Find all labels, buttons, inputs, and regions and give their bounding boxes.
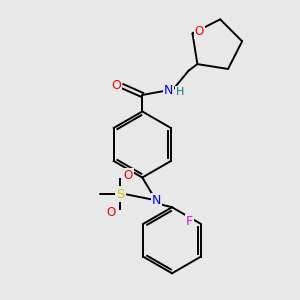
Text: O: O: [111, 79, 121, 92]
Text: F: F: [186, 215, 193, 228]
Text: O: O: [194, 25, 204, 38]
Text: H: H: [176, 87, 184, 97]
Text: O: O: [107, 206, 116, 219]
Text: N: N: [164, 84, 173, 97]
Text: S: S: [116, 188, 124, 200]
Text: O: O: [123, 169, 133, 182]
Text: N: N: [152, 194, 161, 207]
